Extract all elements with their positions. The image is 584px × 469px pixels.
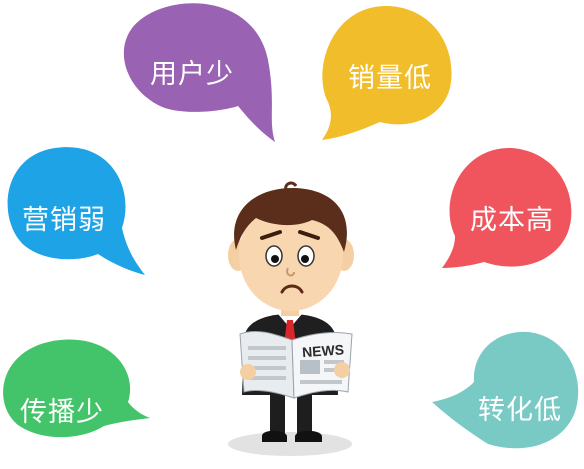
floor-shadow: [228, 432, 352, 456]
newspaper-column-2: [248, 356, 286, 360]
right-hand: [334, 362, 350, 378]
newspaper-text-block: [324, 360, 344, 364]
bubble-label-users-few: 用户少: [150, 59, 234, 90]
bubble-label-marketing-weak: 营销弱: [22, 205, 106, 236]
bubble-label-spread-little: 传播少: [20, 397, 104, 428]
left-leg: [270, 392, 285, 434]
newspaper-column-3: [248, 366, 286, 370]
speech-bubble-blue: [7, 147, 146, 275]
newspaper-text-block-3: [300, 380, 342, 384]
left-eyebrow: [260, 230, 282, 240]
bubble-label-cost-high: 成本高: [470, 205, 554, 236]
left-pupil: [271, 255, 279, 263]
newspaper-photo: [300, 360, 320, 374]
right-pupil: [301, 255, 309, 263]
newspaper-column-1: [248, 346, 286, 350]
speech-bubble-purple: [123, 3, 276, 143]
left-hand: [240, 364, 256, 380]
bubble-label-conversion-low: 转化低: [478, 395, 562, 426]
right-shoe-icon: [295, 430, 322, 442]
bubble-label-sales-low: 销量低: [348, 63, 432, 94]
nose: [286, 267, 295, 277]
hair: [234, 188, 347, 252]
face: [239, 199, 343, 311]
newspaper-column-4: [248, 376, 286, 380]
speech-bubble-yellow: [322, 5, 452, 141]
hair-tuft: [284, 181, 298, 191]
speech-bubble-red: [442, 147, 572, 268]
speech-bubble-teal: [432, 331, 579, 449]
left-shoe-icon: [262, 430, 287, 442]
right-leg: [297, 392, 312, 434]
frown-mouth: [280, 284, 304, 294]
speech-bubble-green: [3, 339, 151, 438]
newspaper-headline: NEWS: [302, 341, 345, 360]
right-eyebrow: [298, 230, 320, 240]
